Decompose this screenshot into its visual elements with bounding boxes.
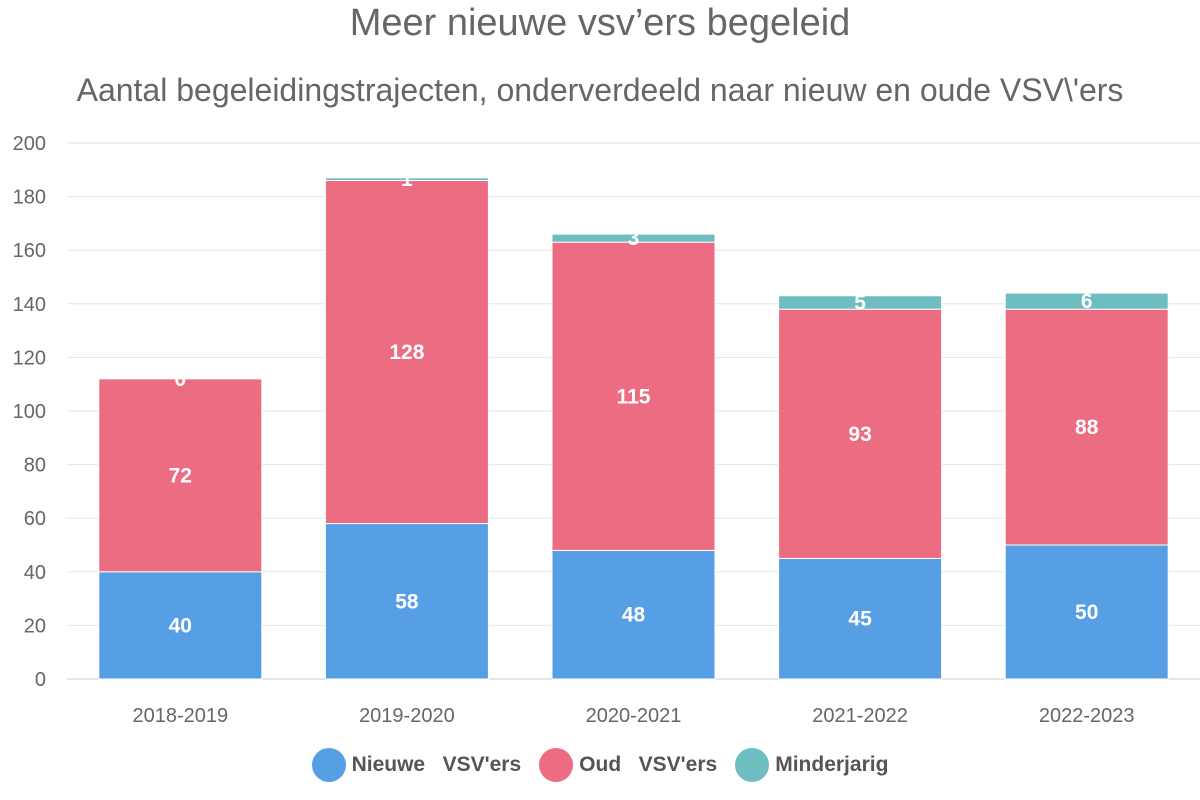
data-label: 58 bbox=[395, 590, 419, 613]
bar-minderjarig-2019-2020[interactable] bbox=[324, 177, 489, 182]
y-tick-label: 100 bbox=[13, 401, 46, 423]
data-label: 1 bbox=[401, 168, 413, 191]
data-label: 50 bbox=[1075, 601, 1098, 624]
legend-item[interactable]: Oud VSV'ers bbox=[539, 748, 717, 782]
y-tick-label: 160 bbox=[13, 240, 46, 262]
y-tick-label: 40 bbox=[24, 562, 46, 584]
x-axis: 2018-2019 2019-2020 2020-2021 2021-2022 2022… bbox=[132, 705, 1134, 727]
y-tick-label: 180 bbox=[13, 187, 46, 209]
y-tick-label: 0 bbox=[35, 669, 46, 691]
data-label: 115 bbox=[617, 385, 651, 408]
legend-label: Nieuwe VSV'ers bbox=[351, 753, 522, 776]
data-label: 45 bbox=[848, 608, 872, 631]
legend-swatch bbox=[539, 748, 574, 782]
legend: Nieuwe VSV'ers Oud VSV'ers Minderjarig bbox=[0, 748, 1200, 782]
legend-swatch bbox=[735, 748, 770, 782]
data-label: 0 bbox=[174, 368, 186, 391]
bar-oud-vsv-ers-2018-2019[interactable] bbox=[98, 378, 263, 573]
legend-label: Minderjarig bbox=[775, 753, 889, 776]
bar-minderjarig-2021-2022[interactable] bbox=[778, 295, 943, 310]
legend-item[interactable]: Minderjarig bbox=[735, 748, 888, 782]
bar-nieuwe-vsv-ers-2021-2022[interactable] bbox=[778, 557, 943, 680]
data-label: 5 bbox=[854, 291, 866, 314]
x-tick-label: 2022-2023 bbox=[1039, 705, 1135, 727]
legend-label: Oud VSV'ers bbox=[579, 753, 718, 776]
data-label: 88 bbox=[1075, 416, 1099, 439]
data-label: 3 bbox=[628, 227, 640, 250]
bar-minderjarig-2020-2021[interactable] bbox=[551, 233, 716, 243]
legend-swatch bbox=[311, 748, 346, 782]
data-label: 72 bbox=[169, 464, 192, 487]
y-tick-label: 200 bbox=[13, 133, 46, 155]
data-label: 48 bbox=[622, 604, 646, 627]
data-label: 6 bbox=[1081, 290, 1093, 313]
chart-title: Meer nieuwe vsv’ers begeleid bbox=[349, 2, 851, 44]
bar-oud-vsv-ers-2022-2023[interactable] bbox=[1004, 308, 1169, 546]
x-tick-label: 2020-2021 bbox=[586, 705, 682, 727]
y-tick-label: 60 bbox=[24, 508, 46, 530]
bar-oud-vsv-ers-2020-2021[interactable] bbox=[551, 241, 716, 551]
data-label: 128 bbox=[389, 341, 424, 364]
x-tick-label: 2019-2020 bbox=[359, 705, 455, 727]
bar-nieuwe-vsv-ers-2019-2020[interactable] bbox=[324, 523, 489, 680]
bar-oud-vsv-ers-2021-2022[interactable] bbox=[778, 308, 943, 559]
y-tick-label: 120 bbox=[13, 347, 46, 369]
y-tick-label: 80 bbox=[24, 455, 46, 477]
bar-nieuwe-vsv-ers-2018-2019[interactable] bbox=[98, 571, 263, 680]
data-labels: 40 72 0 58 128 1 48 115 3 45 93 5 50 88 6 bbox=[169, 168, 1099, 637]
bar-minderjarig-2022-2023[interactable] bbox=[1004, 292, 1169, 310]
bars bbox=[98, 177, 1169, 680]
chart-subtitle: Aantal begeleidingstrajecten, onderverde… bbox=[76, 72, 1124, 108]
legend-item[interactable]: Nieuwe VSV'ers bbox=[311, 748, 522, 782]
y-tick-label: 140 bbox=[13, 294, 46, 316]
bar-nieuwe-vsv-ers-2022-2023[interactable] bbox=[1004, 544, 1169, 680]
x-tick-label: 2018-2019 bbox=[132, 705, 228, 727]
bar-nieuwe-vsv-ers-2020-2021[interactable] bbox=[551, 549, 716, 680]
x-tick-label: 2021-2022 bbox=[812, 705, 908, 727]
y-axis: 0 20 40 60 80 100 120 140 160 180 200 bbox=[13, 133, 46, 691]
y-tick-label: 20 bbox=[24, 615, 46, 637]
bar-oud-vsv-ers-2019-2020[interactable] bbox=[324, 180, 489, 525]
data-label: 93 bbox=[848, 423, 871, 446]
data-label: 40 bbox=[169, 614, 192, 637]
